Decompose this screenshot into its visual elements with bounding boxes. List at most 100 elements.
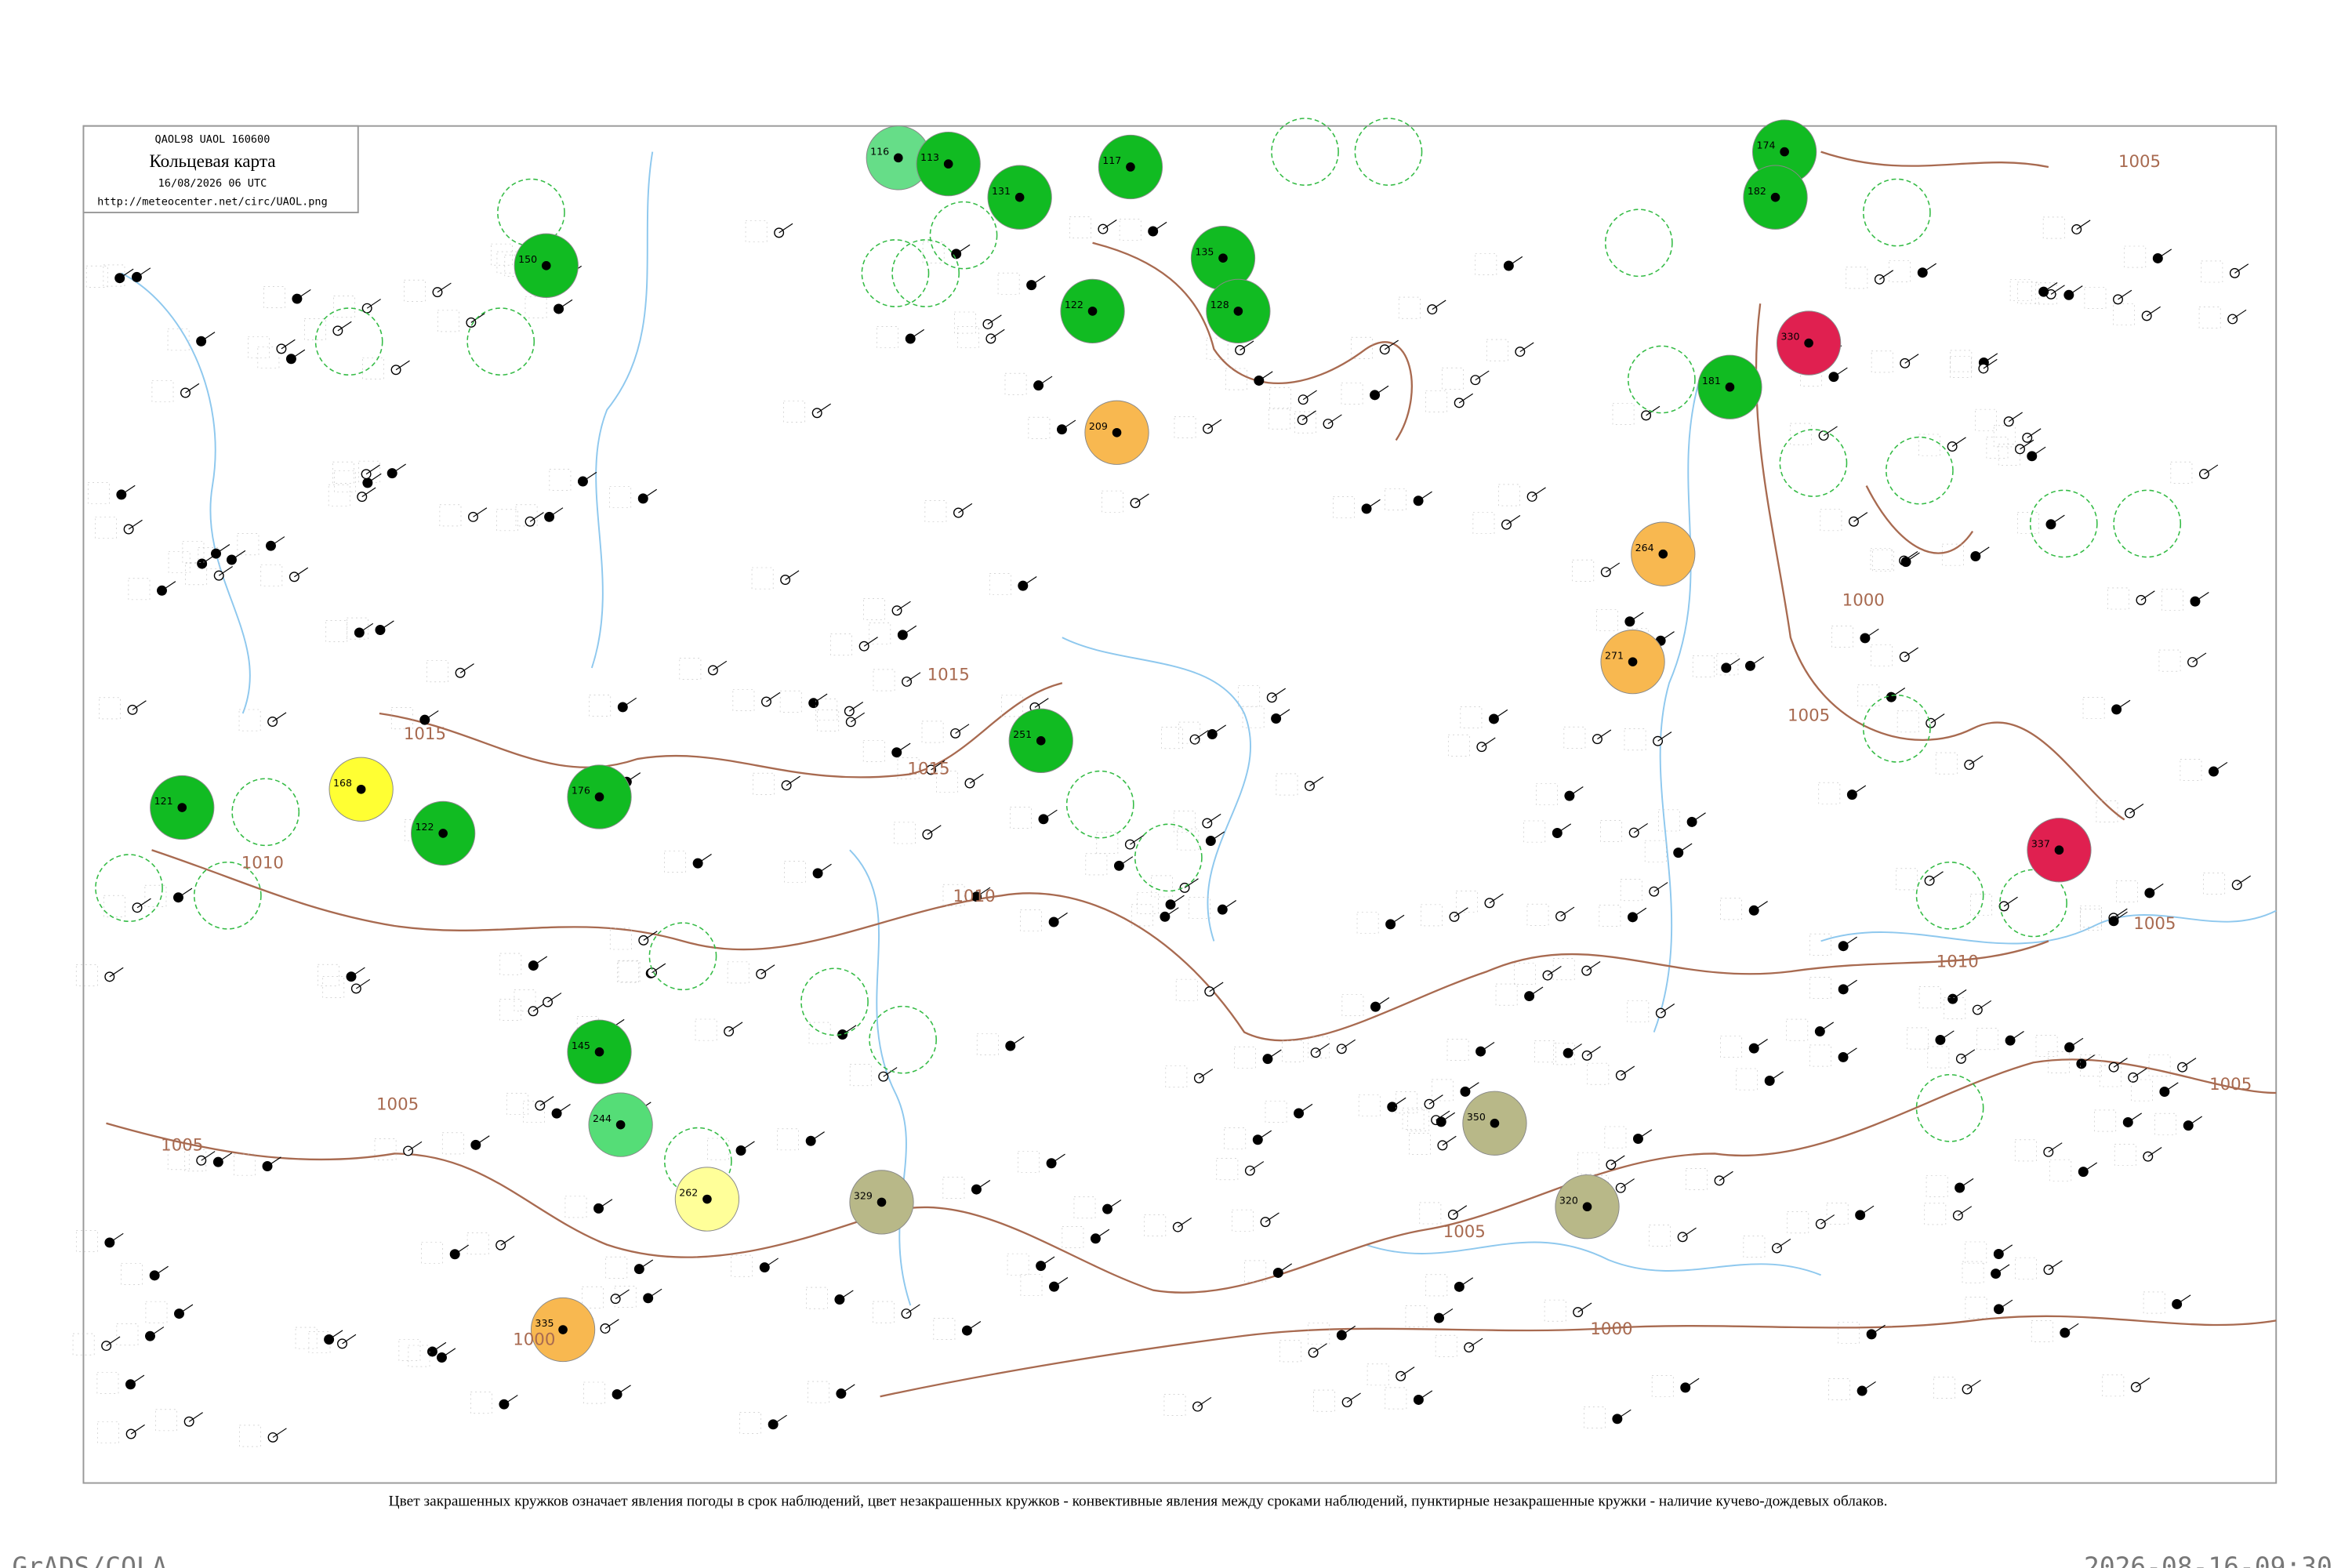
wind-barb xyxy=(547,993,562,1003)
wind-barb xyxy=(1199,1069,1214,1079)
station-text-block xyxy=(1018,1150,1040,1173)
station-text-block xyxy=(1857,684,1880,707)
wind-barb xyxy=(2008,412,2023,423)
wind-barb xyxy=(1095,1229,1110,1240)
isobar-label: 1005 xyxy=(1788,706,1830,726)
station-text-block xyxy=(499,953,522,975)
station-text-block xyxy=(99,697,121,720)
station-text-block xyxy=(2158,649,2181,672)
wind-barb xyxy=(356,978,371,989)
station-text-block xyxy=(779,690,802,713)
wind-barb xyxy=(1966,1379,1981,1390)
wind-barb xyxy=(1842,1047,1857,1058)
wind-barb xyxy=(2048,1142,2063,1152)
station-text-block xyxy=(1007,1253,1029,1276)
wind-barb xyxy=(529,512,544,522)
station-text-block xyxy=(1826,1203,1849,1225)
wind-barb xyxy=(459,663,474,673)
wind-barb xyxy=(1010,1036,1025,1047)
wind-barb xyxy=(987,314,1002,325)
wind-barb xyxy=(740,1141,755,1151)
wind-barb xyxy=(1374,385,1389,396)
wind-barb xyxy=(896,742,911,753)
wind-barb xyxy=(432,1341,447,1352)
station-dot xyxy=(125,1379,136,1390)
station-text-block xyxy=(390,707,413,730)
station-text-block xyxy=(1600,820,1623,842)
station-text-block xyxy=(1526,903,1549,926)
wind-barb xyxy=(615,1289,630,1300)
station-text-block xyxy=(777,1128,799,1151)
wind-barb xyxy=(2127,1112,2143,1123)
wind-barb xyxy=(583,471,597,482)
station-text-block xyxy=(2124,245,2147,268)
wind-barb xyxy=(1257,1130,1272,1141)
station-text-block xyxy=(695,1018,717,1041)
station-text-block xyxy=(263,286,285,308)
station-text-block xyxy=(1358,1094,1381,1116)
wind-barb xyxy=(902,625,917,636)
station-text-block xyxy=(295,1327,318,1349)
station-text-block xyxy=(2143,1291,2165,1314)
wind-barb xyxy=(1833,367,1848,378)
wind-barb xyxy=(1951,437,1966,447)
wind-barb xyxy=(1556,823,1572,833)
wind-barb xyxy=(1569,786,1584,797)
station-text-block xyxy=(727,961,750,984)
station-text-block xyxy=(894,822,916,844)
wind-barb xyxy=(1400,1367,1415,1377)
station-text-block xyxy=(1649,1225,1671,1247)
station-text-block xyxy=(1456,890,1478,913)
station-text-block xyxy=(421,1241,444,1264)
station-dot xyxy=(1725,382,1735,392)
station-dot xyxy=(356,784,366,794)
wind-barb xyxy=(849,702,864,712)
wind-barb xyxy=(1341,1039,1356,1050)
station-dot xyxy=(1673,848,1684,858)
header-code: QAOL98 UAOL 160600 xyxy=(155,133,270,146)
station-text-block xyxy=(1161,727,1183,750)
wind-barb xyxy=(1315,1043,1330,1054)
station-dot xyxy=(943,159,953,169)
wind-barb xyxy=(1481,737,1496,748)
wind-barb xyxy=(272,712,287,722)
station-dot xyxy=(844,706,855,717)
isobar-label: 1010 xyxy=(953,887,995,906)
wind-barb xyxy=(1984,353,1998,363)
wind-barb xyxy=(2076,220,2091,230)
wind-barb xyxy=(1940,1030,1955,1040)
station-dot xyxy=(362,477,373,488)
wind-barb xyxy=(1207,419,1222,430)
station-dot xyxy=(1233,307,1243,316)
wind-barb xyxy=(1475,370,1490,381)
wind-barb xyxy=(441,1348,456,1358)
station-text-block xyxy=(167,1148,190,1171)
station-text-block xyxy=(1926,1175,1948,1197)
cb-circle xyxy=(1863,178,1931,247)
wind-barb xyxy=(2236,875,2251,886)
wind-barb xyxy=(1130,834,1145,845)
station-text-block xyxy=(398,1339,421,1361)
wind-barb xyxy=(2031,446,2046,457)
station-pressure: 122 xyxy=(416,821,434,833)
station-text-block xyxy=(1069,216,1091,238)
wind-barb xyxy=(503,1395,518,1405)
station-dot xyxy=(594,1047,604,1057)
station-text-block xyxy=(849,1064,872,1087)
wind-barb xyxy=(1392,1097,1406,1108)
station-text-block xyxy=(2148,1054,2171,1077)
station-text-block xyxy=(1831,626,1853,648)
station-dot xyxy=(1305,780,1315,791)
wind-barb xyxy=(1508,256,1523,267)
station-text-block xyxy=(1351,336,1374,359)
cb-circle xyxy=(663,1127,732,1196)
wind-barb xyxy=(1440,1112,1456,1123)
station-text-block xyxy=(155,1409,177,1432)
station-dot xyxy=(1112,427,1122,437)
wind-barb xyxy=(766,691,781,702)
station-text-block xyxy=(2015,1257,2037,1279)
station-dot xyxy=(2144,887,2155,898)
caption: Цвет закрашенных кружков означает явлени… xyxy=(389,1494,1888,1510)
wind-barb xyxy=(1298,1103,1313,1114)
cb-circle xyxy=(648,922,717,991)
